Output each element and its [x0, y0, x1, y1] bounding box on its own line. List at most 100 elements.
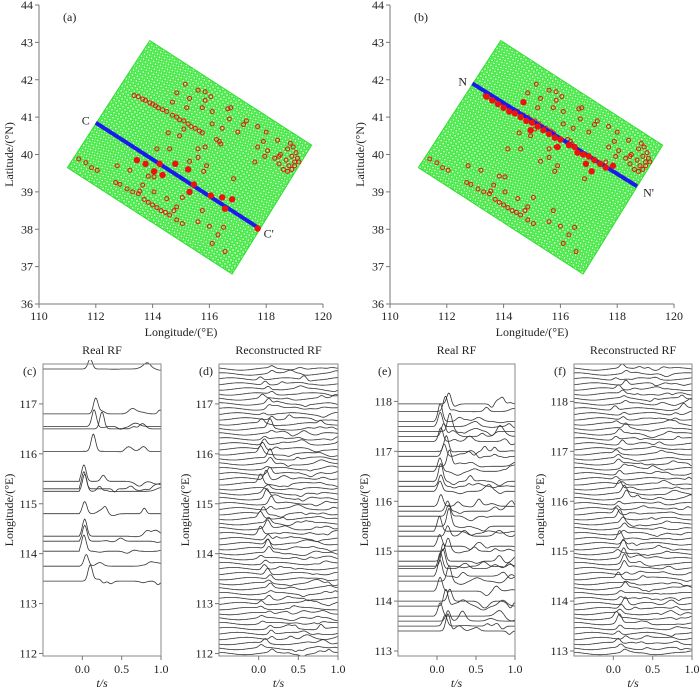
rf-trace — [574, 363, 692, 371]
rf-trace — [43, 553, 161, 567]
station-marker — [586, 129, 592, 135]
station-marker — [140, 96, 146, 102]
station-marker — [113, 180, 119, 186]
station-marker — [613, 153, 619, 159]
rf-trace — [574, 611, 692, 621]
station-marker — [218, 141, 224, 147]
station-marker — [192, 125, 198, 131]
rf-trace — [219, 554, 338, 561]
station-marker — [83, 160, 89, 166]
x-tick-label: 112 — [87, 309, 105, 323]
rf-trace — [219, 525, 338, 536]
station-marker — [292, 163, 298, 169]
traces — [398, 392, 515, 635]
station-marker — [573, 249, 579, 255]
rf-trace — [43, 464, 161, 487]
station-marker — [171, 208, 177, 214]
station-marker — [164, 196, 170, 202]
rf-trace — [219, 614, 338, 621]
station-marker — [643, 163, 649, 169]
selected-station-marker — [184, 166, 192, 173]
station-marker — [623, 155, 629, 161]
rf-trace — [398, 548, 515, 569]
rf-trace — [574, 539, 692, 546]
station-marker — [464, 180, 470, 186]
rf-trace — [398, 588, 515, 609]
station-marker — [177, 133, 183, 139]
station-marker — [488, 188, 494, 194]
rf-trace — [43, 534, 161, 554]
station-marker — [491, 182, 497, 188]
station-marker — [528, 133, 534, 139]
rf-trace — [219, 534, 338, 542]
rf-trace — [398, 610, 515, 622]
y-tick-label: 36 — [372, 297, 384, 311]
selected-station-marker — [579, 151, 587, 158]
station-marker — [140, 182, 146, 188]
station-marker — [201, 168, 207, 174]
rf-trace — [219, 564, 338, 571]
y-tick-label: 112 — [195, 647, 213, 661]
station-marker — [638, 140, 644, 146]
y-tick-label: 44 — [372, 0, 384, 12]
station-marker — [283, 157, 289, 163]
rf-trace — [574, 439, 692, 446]
x-axis-title: t/s — [451, 676, 463, 690]
panel-label: (d) — [199, 364, 213, 378]
selected-station-marker — [186, 188, 193, 196]
station-marker — [135, 94, 141, 100]
selected-station-marker — [596, 160, 604, 168]
rf-trace — [574, 529, 692, 537]
x-tick-label: 118 — [257, 309, 275, 323]
rf-trace — [574, 613, 692, 626]
rf-trace — [219, 418, 338, 431]
profile-start-label: N — [458, 74, 467, 88]
rf-trace — [398, 508, 515, 532]
station-marker — [525, 204, 531, 210]
station-marker — [509, 208, 515, 214]
rf-trace — [398, 480, 515, 495]
rf-trace — [219, 473, 338, 487]
rf-trace — [219, 545, 338, 556]
x-tick-label: 0.0 — [75, 662, 90, 676]
rf-trace — [43, 524, 161, 543]
rf-trace — [43, 518, 161, 538]
station-marker — [533, 81, 539, 87]
y-tick-label: 112 — [19, 647, 37, 661]
station-marker — [195, 154, 201, 160]
rf-trace — [398, 559, 515, 579]
rf-trace — [574, 369, 692, 377]
station-marker — [114, 163, 120, 169]
station-marker — [465, 163, 471, 169]
selected-station-marker — [585, 153, 592, 160]
station-marker — [530, 221, 536, 227]
rf-trace — [219, 510, 338, 521]
station-marker — [160, 107, 166, 113]
rf-trace — [574, 637, 692, 646]
rf-trace — [219, 380, 338, 386]
rf-trace — [398, 474, 515, 489]
station-marker — [475, 186, 481, 192]
y-tick-label: 116 — [550, 494, 568, 508]
station-marker — [636, 146, 641, 152]
station-marker — [289, 153, 295, 159]
y-tick-label: 39 — [21, 185, 33, 199]
rf-trace — [574, 560, 692, 571]
station-marker — [640, 153, 646, 159]
rf-trace — [398, 576, 515, 596]
rf-trace — [43, 501, 161, 516]
rf-trace — [219, 438, 338, 446]
profile-end-label: N' — [643, 185, 654, 199]
station-marker — [221, 224, 227, 230]
x-tick-label: 1.0 — [685, 662, 700, 676]
station-marker — [222, 249, 228, 255]
y-tick-label: 41 — [21, 110, 33, 124]
x-tick-label: 120 — [665, 309, 683, 323]
station-marker — [518, 212, 524, 218]
station-marker — [478, 167, 484, 173]
rf-trace — [574, 603, 692, 611]
rf-trace — [574, 476, 692, 481]
selected-station-marker — [159, 171, 166, 179]
y-tick-label: 40 — [372, 148, 384, 162]
y-tick-label: 113 — [195, 597, 213, 611]
